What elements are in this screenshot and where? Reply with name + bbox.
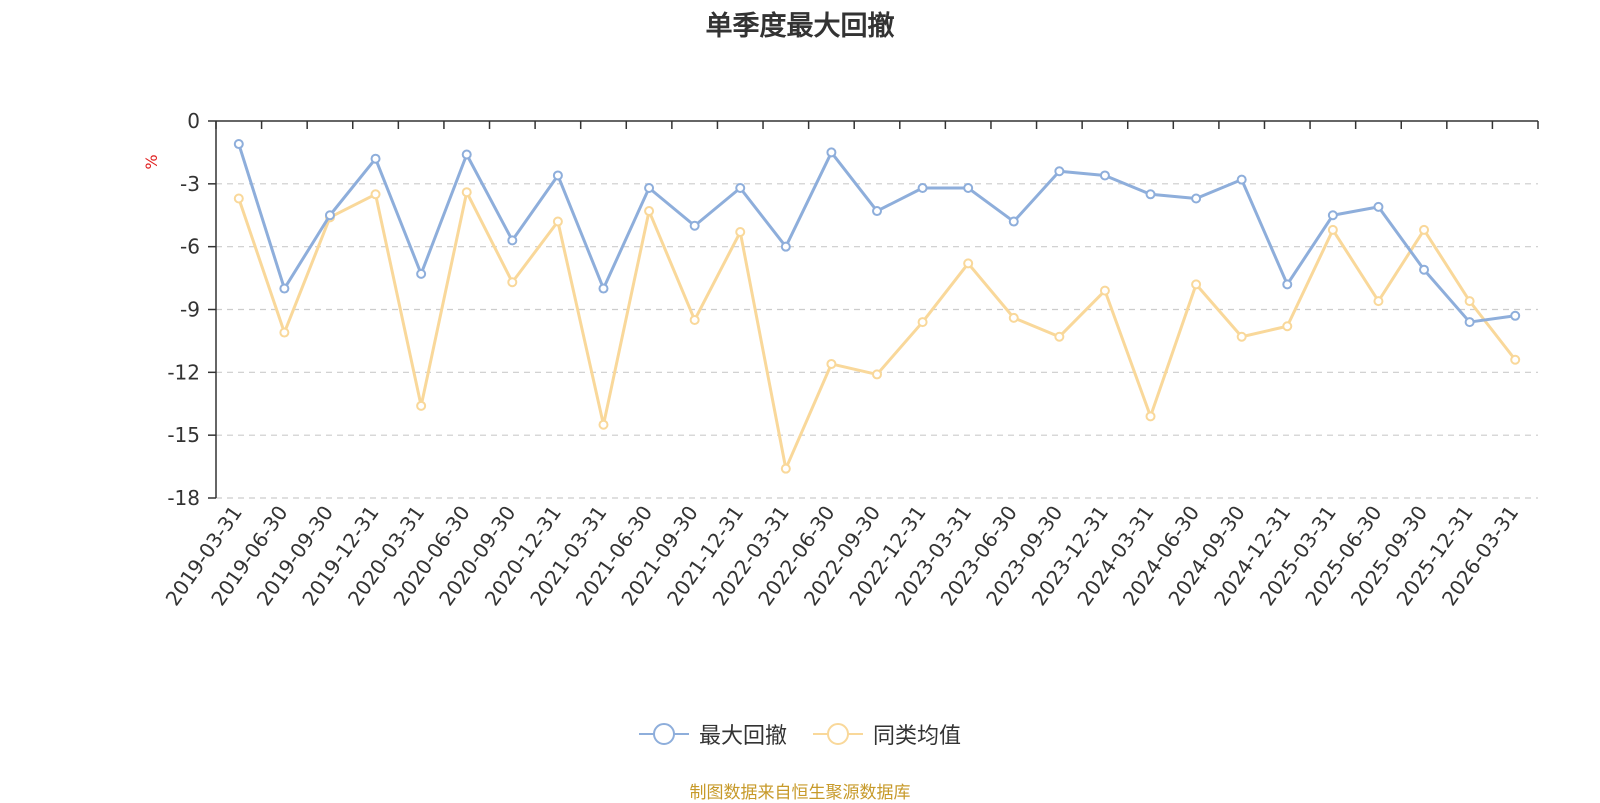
legend-line-marker-icon <box>638 723 689 745</box>
data-point[interactable] <box>1054 166 1065 177</box>
data-point[interactable] <box>370 189 381 200</box>
data-point[interactable] <box>1145 189 1156 200</box>
data-point[interactable] <box>826 358 837 369</box>
data-point[interactable] <box>1191 193 1202 204</box>
data-point[interactable] <box>552 170 563 181</box>
y-tick-label: -6 <box>180 235 200 259</box>
data-source-note: 制图数据来自恒生聚源数据库 <box>689 783 911 803</box>
data-point[interactable] <box>963 183 974 194</box>
data-point[interactable] <box>598 283 609 294</box>
data-point[interactable] <box>279 283 290 294</box>
data-point[interactable] <box>963 258 974 269</box>
grid-lines <box>216 183 1538 499</box>
data-point[interactable] <box>1099 170 1110 181</box>
data-point[interactable] <box>461 187 472 198</box>
series-peer-average <box>233 187 1521 474</box>
y-tick-label: -9 <box>180 298 200 322</box>
legend-item-peer-average[interactable]: 同类均值 <box>813 718 961 750</box>
data-point[interactable] <box>917 317 928 328</box>
legend: 最大回撤 同类均值 <box>0 718 1600 750</box>
y-tick-label: 0 <box>187 109 200 133</box>
data-point[interactable] <box>780 241 791 252</box>
data-point[interactable] <box>279 327 290 338</box>
data-point[interactable] <box>233 193 244 204</box>
data-point[interactable] <box>1099 285 1110 296</box>
data-point[interactable] <box>1054 331 1065 342</box>
series-line <box>237 143 1516 324</box>
legend-line-marker-icon <box>813 723 863 745</box>
data-point[interactable] <box>1236 331 1247 342</box>
y-tick-label: -12 <box>167 360 200 384</box>
series-line <box>237 190 1517 471</box>
y-tick-label: -15 <box>167 423 200 447</box>
data-point[interactable] <box>1419 264 1430 275</box>
data-point[interactable] <box>324 210 335 221</box>
y-tick-labels: 0 -3 -6 -9 -12 -15 -18 <box>167 109 200 510</box>
legend-label-max-drawdown: 最大回撤 <box>698 724 787 749</box>
legend-label-peer-average: 同类均值 <box>873 724 962 749</box>
y-axis-unit-label: % <box>142 154 161 169</box>
data-point[interactable] <box>872 206 882 217</box>
data-point[interactable] <box>598 419 609 430</box>
data-point[interactable] <box>507 235 518 246</box>
data-point[interactable] <box>1145 411 1156 422</box>
data-point[interactable] <box>1419 224 1430 235</box>
series-max-drawdown <box>233 139 1521 328</box>
y-tick-label: -18 <box>167 486 200 510</box>
data-point[interactable] <box>1510 310 1521 321</box>
y-tick-label: -3 <box>180 172 200 196</box>
data-point[interactable] <box>1191 279 1202 290</box>
data-point[interactable] <box>1510 354 1521 365</box>
data-point[interactable] <box>416 400 427 411</box>
x-tick-labels: 2019-03-312019-06-302019-09-302019-12-31… <box>161 501 1524 610</box>
data-point[interactable] <box>552 216 563 227</box>
data-point[interactable] <box>1373 201 1384 212</box>
axes <box>208 120 1539 499</box>
legend-item-max-drawdown[interactable]: 最大回撤 <box>638 718 787 750</box>
data-point[interactable] <box>644 206 655 217</box>
data-point[interactable] <box>917 183 928 194</box>
data-point[interactable] <box>1282 321 1293 332</box>
data-point[interactable] <box>233 139 244 150</box>
data-point[interactable] <box>872 369 882 380</box>
data-point[interactable] <box>416 268 427 279</box>
data-point[interactable] <box>644 183 655 194</box>
data-point[interactable] <box>1008 216 1019 227</box>
data-point[interactable] <box>735 227 746 238</box>
data-point[interactable] <box>735 183 746 194</box>
data-point[interactable] <box>689 314 700 325</box>
data-point[interactable] <box>1008 312 1019 323</box>
data-point[interactable] <box>780 463 791 474</box>
data-point[interactable] <box>1464 317 1475 328</box>
data-point[interactable] <box>1236 174 1247 185</box>
series-lines <box>233 139 1521 474</box>
data-point[interactable] <box>1282 279 1293 290</box>
data-point[interactable] <box>826 147 837 158</box>
data-point[interactable] <box>1327 224 1338 235</box>
data-point[interactable] <box>1464 296 1475 307</box>
data-point[interactable] <box>1373 296 1384 307</box>
data-point[interactable] <box>461 149 472 160</box>
data-point[interactable] <box>370 153 381 164</box>
data-point[interactable] <box>689 220 700 231</box>
chart-title: 单季度最大回撤 <box>705 11 895 42</box>
data-point[interactable] <box>507 277 518 288</box>
data-point[interactable] <box>1327 210 1338 221</box>
